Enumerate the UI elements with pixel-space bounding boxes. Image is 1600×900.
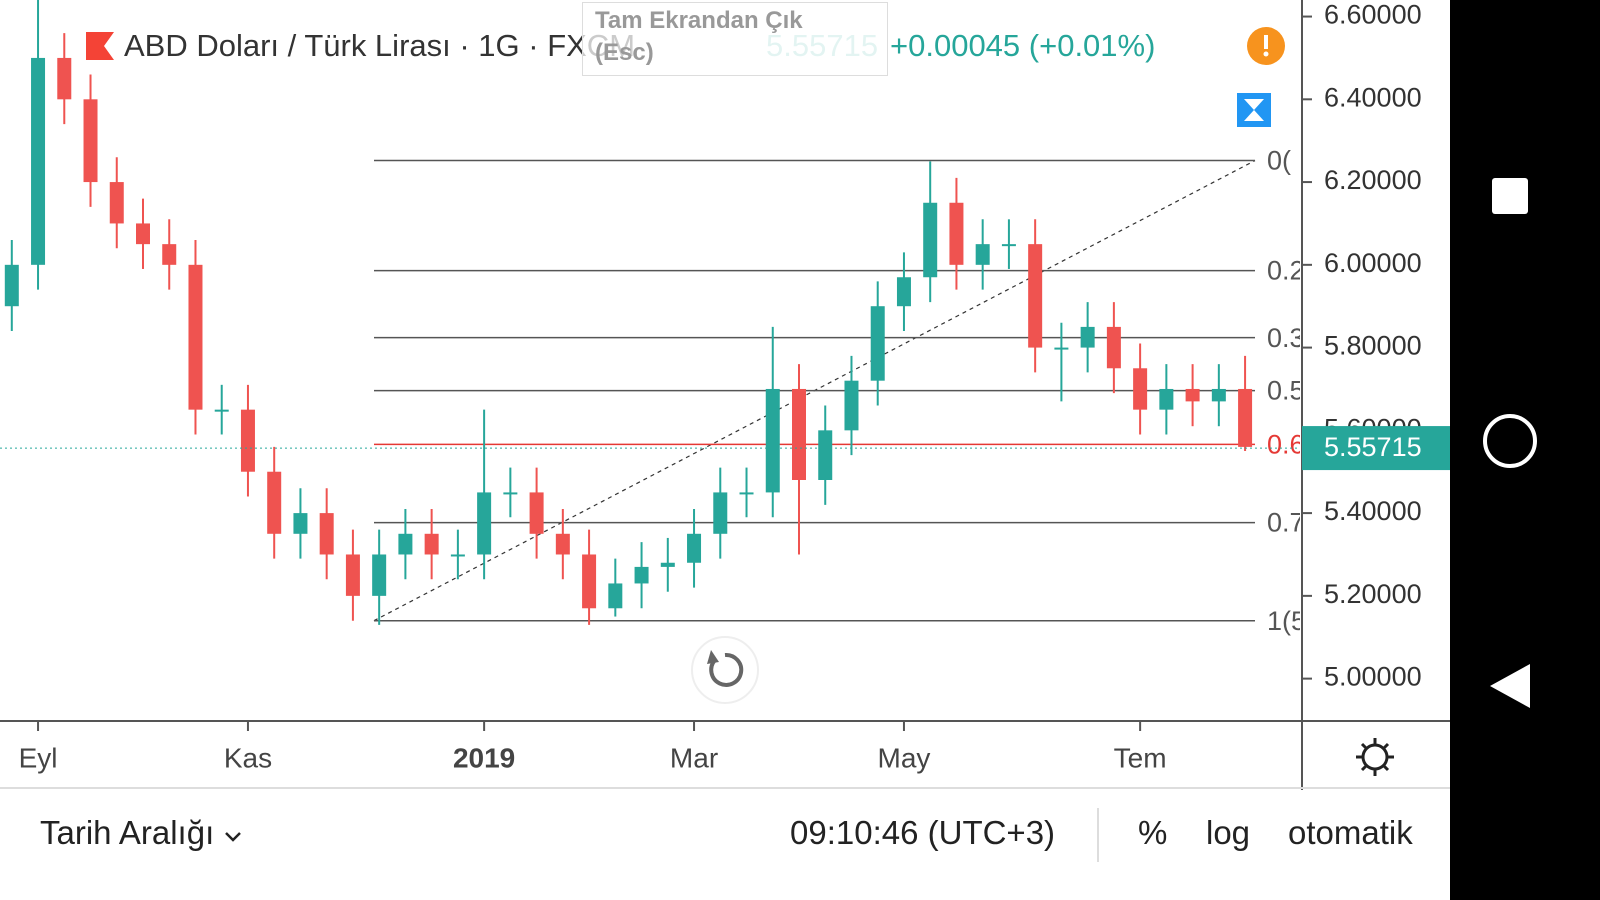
candle-body: [949, 202, 964, 265]
candle-body: [923, 202, 938, 278]
back-button[interactable]: [1488, 662, 1532, 710]
candle-body: [477, 492, 492, 555]
tooltip-line: (Esc): [595, 39, 654, 66]
home-button[interactable]: [1483, 414, 1537, 468]
candle-body: [1054, 347, 1069, 350]
candle-body: [870, 306, 885, 381]
candle-body: [582, 554, 597, 609]
date-range-button[interactable]: Tarih Aralığı: [40, 814, 243, 852]
candle-body: [188, 264, 203, 410]
x-tick-label: 2019: [453, 742, 515, 773]
candle-body: [529, 492, 544, 534]
fib-label: 0(: [1267, 146, 1291, 176]
candle-body: [765, 388, 780, 493]
fib-label: 1(5: [1267, 606, 1306, 636]
recents-button[interactable]: [1492, 178, 1528, 214]
candle-body: [372, 554, 387, 596]
candle-body: [240, 409, 255, 472]
candle-body: [83, 99, 98, 183]
y-tick-label: 5.00000: [1324, 662, 1422, 692]
candle-body: [844, 380, 859, 431]
candle-body: [634, 566, 649, 584]
symbol[interactable]: ABD Doları / Türk Lirası · 1G · FXCM: [124, 28, 636, 63]
y-tick-label: 5.80000: [1324, 331, 1422, 361]
fib-label: 0.5: [1267, 376, 1305, 406]
candle-body: [319, 513, 334, 555]
divider: [1097, 808, 1099, 862]
percent-toggle[interactable]: %: [1138, 814, 1168, 851]
alert-icon[interactable]: [1247, 27, 1285, 65]
candle-body: [608, 583, 623, 609]
candle-body: [555, 533, 570, 555]
flag-icon: [86, 32, 114, 60]
candle-body: [424, 533, 439, 555]
candle-body: [136, 223, 150, 245]
candle-body: [1001, 244, 1016, 247]
auto-toggle[interactable]: otomatik: [1288, 814, 1413, 851]
chart: 0( 0.2 0.3 0.5 0.6 0.7 1(5 5.00000 5.20000 5.400…: [0, 0, 1450, 790]
candle-body: [450, 554, 465, 557]
fib-label: 0.2: [1267, 256, 1305, 286]
candle-body: [109, 182, 124, 224]
replay-icon[interactable]: [1237, 93, 1271, 127]
date-range[interactable]: Tarih Aralığı: [40, 814, 215, 851]
candle-body: [57, 57, 72, 100]
tooltip-line: Tam Ekrandan Çık: [595, 7, 803, 34]
chevron: [225, 832, 242, 842]
change: +0.00045 (+0.01%): [890, 28, 1156, 63]
nav-bar: [1450, 0, 1600, 900]
tooltip: Tam Ekrandan Çık (Esc): [582, 2, 888, 76]
candle-body: [1238, 388, 1253, 447]
candle-body: [896, 277, 911, 307]
candle-body: [503, 492, 518, 495]
y-tick-label: 6.20000: [1324, 165, 1422, 195]
candle-body: [975, 244, 990, 265]
candle-body: [792, 388, 806, 480]
candle-body: [293, 513, 308, 534]
candle-body: [267, 471, 282, 534]
candle-body: [739, 492, 754, 495]
candle-body: [1080, 326, 1095, 348]
candle-body: [4, 264, 19, 307]
fib-label: 0.6: [1267, 430, 1305, 460]
x-tick-label: May: [878, 742, 931, 773]
x-tick-label: Kas: [224, 742, 272, 773]
x-tick-label: Mar: [670, 742, 718, 773]
clock: 09:10:46 (UTC+3): [790, 814, 1056, 851]
candle-body: [1211, 388, 1226, 402]
fib-label: 0.7: [1267, 508, 1305, 538]
candle-body: [1106, 326, 1121, 369]
candle-body: [345, 554, 360, 596]
candle-body: [687, 533, 702, 563]
last-price-box: [1302, 426, 1450, 471]
log-toggle[interactable]: log: [1206, 814, 1251, 851]
candle-body: [214, 409, 229, 412]
candle-body: [1028, 244, 1043, 348]
y-tick-label: 6.00000: [1324, 248, 1422, 278]
y-tick-label: 6.60000: [1324, 0, 1422, 30]
candle-body: [398, 533, 413, 555]
x-tick-label: Eyl: [19, 742, 58, 773]
candle-body: [1185, 388, 1200, 402]
candle-body: [713, 492, 728, 534]
candle-body: [1133, 368, 1148, 410]
reset-button[interactable]: [691, 636, 759, 704]
candle-body: [1159, 388, 1174, 410]
y-tick-label: 6.40000: [1324, 82, 1422, 112]
y-tick-label: 5.20000: [1324, 579, 1422, 609]
candle-body: [818, 430, 833, 480]
candle-body: [660, 562, 675, 567]
last-price-label: 5.55715: [1324, 432, 1422, 462]
candle-body: [162, 244, 177, 265]
candle-body: [31, 57, 46, 265]
fib-label: 0.3: [1267, 323, 1305, 353]
x-tick-label: Tem: [1114, 742, 1167, 773]
y-tick-label: 5.40000: [1324, 496, 1422, 526]
settings-icon[interactable]: [1356, 738, 1394, 776]
